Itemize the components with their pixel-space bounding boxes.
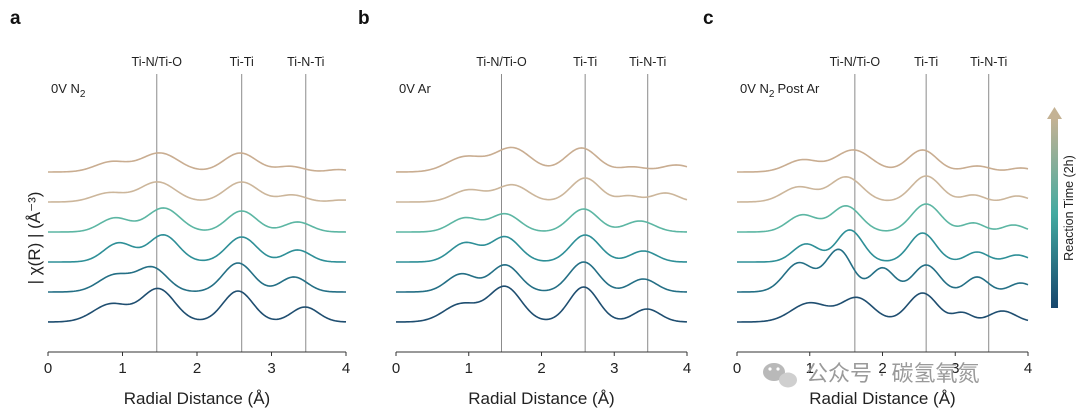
spectrum-line-4 [396, 234, 688, 263]
spectrum-line-2 [396, 177, 688, 203]
condition-label: 0V N2 Post Ar [740, 81, 820, 100]
x-tick-label: 0 [392, 360, 400, 377]
x-axis-title: Radial Distance (Å) [124, 389, 270, 408]
colorbar-label: Reaction Time (2h) [1062, 155, 1076, 261]
panel-letter: c [703, 8, 714, 29]
colorbar-arrow-head [1047, 107, 1062, 119]
x-axis-title: Radial Distance (Å) [809, 389, 955, 408]
reference-label: Ti-Ti [573, 55, 597, 69]
condition-main: 0V Ar [399, 81, 431, 96]
spectrum-line-2 [48, 181, 347, 203]
x-tick-label: 1 [806, 360, 814, 377]
spectrum-line-3 [737, 203, 1029, 233]
condition-main: 0V N [740, 81, 769, 96]
panel-letter: a [10, 8, 21, 29]
spectrum-line-1 [395, 146, 688, 173]
watermark-text: 公众号 · 碳氢氧氮 [806, 361, 980, 386]
x-tick-label: 3 [610, 360, 618, 377]
x-tick-label: 2 [878, 360, 886, 377]
reference-label: Ti-N-Ti [629, 55, 666, 69]
colorbar: Reaction Time (2h) [1047, 107, 1076, 308]
x-axis-title: Radial Distance (Å) [468, 389, 614, 408]
spectrum-line-1 [737, 149, 1029, 173]
wechat-icon [763, 363, 797, 388]
x-tick-label: 1 [465, 360, 473, 377]
reference-label: Ti-N-Ti [970, 55, 1007, 69]
condition-label: 0V N2 [51, 81, 86, 100]
x-tick-label: 1 [118, 360, 126, 377]
spectrum-line-1 [48, 152, 347, 173]
panel-letter: b [358, 8, 370, 29]
spectrum-line-4 [737, 229, 1029, 263]
spectrum-line-5 [47, 262, 346, 293]
reference-label: Ti-N/Ti-O [830, 55, 881, 69]
reference-label: Ti-N/Ti-O [132, 55, 183, 69]
condition-subscript: 2 [769, 89, 775, 100]
x-tick-label: 2 [537, 360, 545, 377]
x-tick-label: 4 [683, 360, 691, 377]
spectrum-line-6 [396, 285, 688, 323]
x-tick-label: 4 [1024, 360, 1032, 377]
x-tick-label: 0 [44, 360, 52, 377]
condition-label: 0V Ar [399, 81, 431, 96]
y-axis-label: | χ(R) | (Å⁻³) [25, 192, 44, 285]
x-tick-label: 2 [193, 360, 201, 377]
spectrum-line-2 [737, 175, 1029, 203]
x-tick-label: 4 [342, 360, 350, 377]
spectrum-line-5 [736, 248, 1029, 293]
watermark: 公众号 · 碳氢氧氮 [763, 361, 980, 388]
spectrum-line-4 [48, 233, 346, 263]
panel-b: b Ti-N/Ti-O Ti-Ti Ti-N-Ti 0V Ar 0 1 2 3 4 Radial D… [358, 8, 691, 408]
spectrum-line-3 [396, 208, 688, 233]
x-tick-label: 3 [267, 360, 275, 377]
x-tick-label: 3 [951, 360, 959, 377]
condition-subscript: 2 [80, 89, 86, 100]
spectrum-line-3 [48, 207, 347, 233]
colorbar-gradient [1051, 119, 1058, 308]
condition-main: 0V N [51, 81, 80, 96]
reference-label: Ti-N/Ti-O [476, 55, 527, 69]
condition-tail: Post Ar [777, 81, 820, 96]
reference-label: Ti-N-Ti [287, 55, 324, 69]
x-tick-label: 0 [733, 360, 741, 377]
reference-label: Ti-Ti [914, 55, 938, 69]
spectrum-line-6 [737, 292, 1029, 323]
reference-label: Ti-Ti [230, 55, 254, 69]
spectrum-line-5 [396, 261, 688, 293]
spectrum-line-6 [47, 287, 347, 323]
